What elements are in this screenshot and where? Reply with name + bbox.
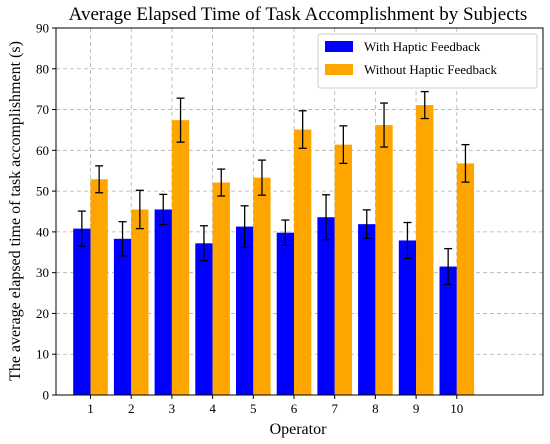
bar-without-haptic xyxy=(294,129,312,395)
bar-without-haptic xyxy=(131,209,149,395)
bar-with-haptic xyxy=(398,240,417,395)
bar-with-haptic xyxy=(236,226,254,395)
bar-with-haptic xyxy=(317,217,335,395)
bar-without-haptic xyxy=(456,163,475,395)
bar-without-haptic xyxy=(171,120,190,395)
y-axis-ticks: 0 10 20 30 40 50 60 70 80 90 xyxy=(36,21,56,403)
bars xyxy=(73,105,475,395)
x-tick-label: 6 xyxy=(291,401,298,416)
y-tick-label: 70 xyxy=(36,102,49,117)
legend-box xyxy=(317,33,538,89)
legend-label-without-haptic: Without Haptic Feedback xyxy=(364,62,498,77)
y-tick-label: 60 xyxy=(36,143,49,158)
x-axis-label: Operator xyxy=(270,421,328,438)
bar-with-haptic xyxy=(154,209,172,395)
bar-without-haptic xyxy=(212,182,230,395)
bar-without-haptic xyxy=(416,105,434,395)
x-tick-label: 5 xyxy=(250,401,257,416)
x-tick-label: 2 xyxy=(128,401,135,416)
x-tick-label: 9 xyxy=(413,401,420,416)
bar-without-haptic xyxy=(375,125,393,395)
y-tick-label: 20 xyxy=(36,306,49,321)
legend-label-with-haptic: With Haptic Feedback xyxy=(364,39,481,54)
legend-swatch-with-haptic xyxy=(325,41,353,52)
bar-without-haptic xyxy=(334,144,352,395)
chart-title: Average Elapsed Time of Task Accomplishm… xyxy=(69,4,528,25)
plot-frame xyxy=(55,27,544,396)
y-tick-label: 40 xyxy=(36,224,49,239)
bar-with-haptic xyxy=(358,224,376,395)
y-tick-label: 0 xyxy=(43,388,50,403)
x-tick-label: 3 xyxy=(169,401,176,416)
y-axis-label: The average elapsed time of task accompl… xyxy=(7,41,24,381)
bar-with-haptic xyxy=(439,266,457,395)
x-tick-label: 10 xyxy=(450,401,463,416)
y-tick-label: 90 xyxy=(36,21,49,36)
x-tick-label: 4 xyxy=(209,401,216,416)
y-tick-label: 30 xyxy=(36,265,49,280)
bar-with-haptic xyxy=(276,232,294,395)
bar-without-haptic xyxy=(90,179,108,395)
y-tick-label: 80 xyxy=(36,61,49,76)
legend-swatch-without-haptic xyxy=(325,64,353,75)
y-tick-label: 10 xyxy=(36,347,49,362)
y-tick-label: 50 xyxy=(36,184,49,199)
bar-without-haptic xyxy=(253,177,271,395)
error-bars xyxy=(77,90,470,286)
bar-with-haptic xyxy=(113,238,132,395)
x-tick-label: 7 xyxy=(331,401,338,416)
x-tick-label: 8 xyxy=(372,401,379,416)
legend: With Haptic Feedback Without Haptic Feed… xyxy=(317,33,538,89)
x-axis-ticks: 1 2 3 4 5 6 7 8 9 10 xyxy=(87,395,463,416)
bar-with-haptic xyxy=(73,228,91,395)
bar-with-haptic xyxy=(195,243,213,395)
x-tick-label: 1 xyxy=(87,401,94,416)
